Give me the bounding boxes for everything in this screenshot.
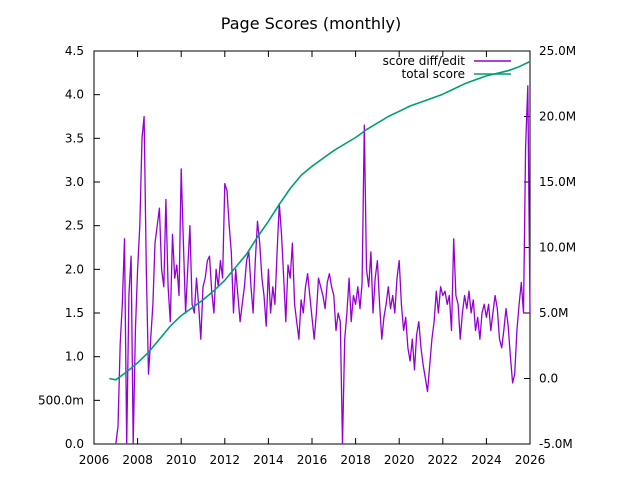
x-tick-label: 2012 [210, 453, 241, 467]
chart-title: Page Scores (monthly) [221, 14, 401, 33]
x-tick-label: 2008 [122, 453, 153, 467]
y-right-tick-label: 5.0M [539, 306, 568, 320]
x-tick-label: 2014 [253, 453, 284, 467]
y-left-tick-label: 1.0 [65, 350, 84, 364]
y-right-tick-label: -5.0M [539, 437, 573, 451]
y-left-tick-label: 4.0 [65, 88, 84, 102]
y-right-tick-label: 15.0M [539, 175, 576, 189]
plot-area: 2006 2008 2010 2012 2014 2016 2018 2020 2022 2024… [38, 44, 576, 467]
legend-label: score diff/edit [383, 54, 466, 68]
y-right-tick-label: 20.0M [539, 110, 576, 124]
x-tick-label: 2018 [340, 453, 371, 467]
plot-border [93, 50, 531, 445]
y-left-tick-label: 3.0 [65, 175, 84, 189]
y-left-tick-label: 4.5 [65, 44, 84, 58]
x-tick-label: 2010 [166, 453, 197, 467]
y-right-tick-label: 0.0 [539, 372, 558, 386]
y-left-tick-label: 2.0 [65, 262, 84, 276]
x-tick-label: 2006 [79, 453, 110, 467]
x-tick-label: 2022 [428, 453, 459, 467]
x-tick-label: 2020 [384, 453, 415, 467]
y-left-tick-label: 2.5 [65, 219, 84, 233]
series-line-score-diff [115, 85, 531, 445]
x-tick-label: 2024 [471, 453, 502, 467]
series-line-total-score [109, 60, 531, 381]
y-right-tick-label: 10.0M [539, 241, 576, 255]
x-tick-label: 2016 [297, 453, 328, 467]
y-left-tick-label: 500.0m [38, 393, 84, 407]
y-left-tick-label: 0.0 [65, 437, 84, 451]
x-tick-label: 2026 [515, 453, 546, 467]
y-left-tick-label: 1.5 [65, 306, 84, 320]
y-right-tick-label: 25.0M [539, 44, 576, 58]
y-left-tick-label: 3.5 [65, 131, 84, 145]
legend-label: total score [402, 67, 466, 81]
